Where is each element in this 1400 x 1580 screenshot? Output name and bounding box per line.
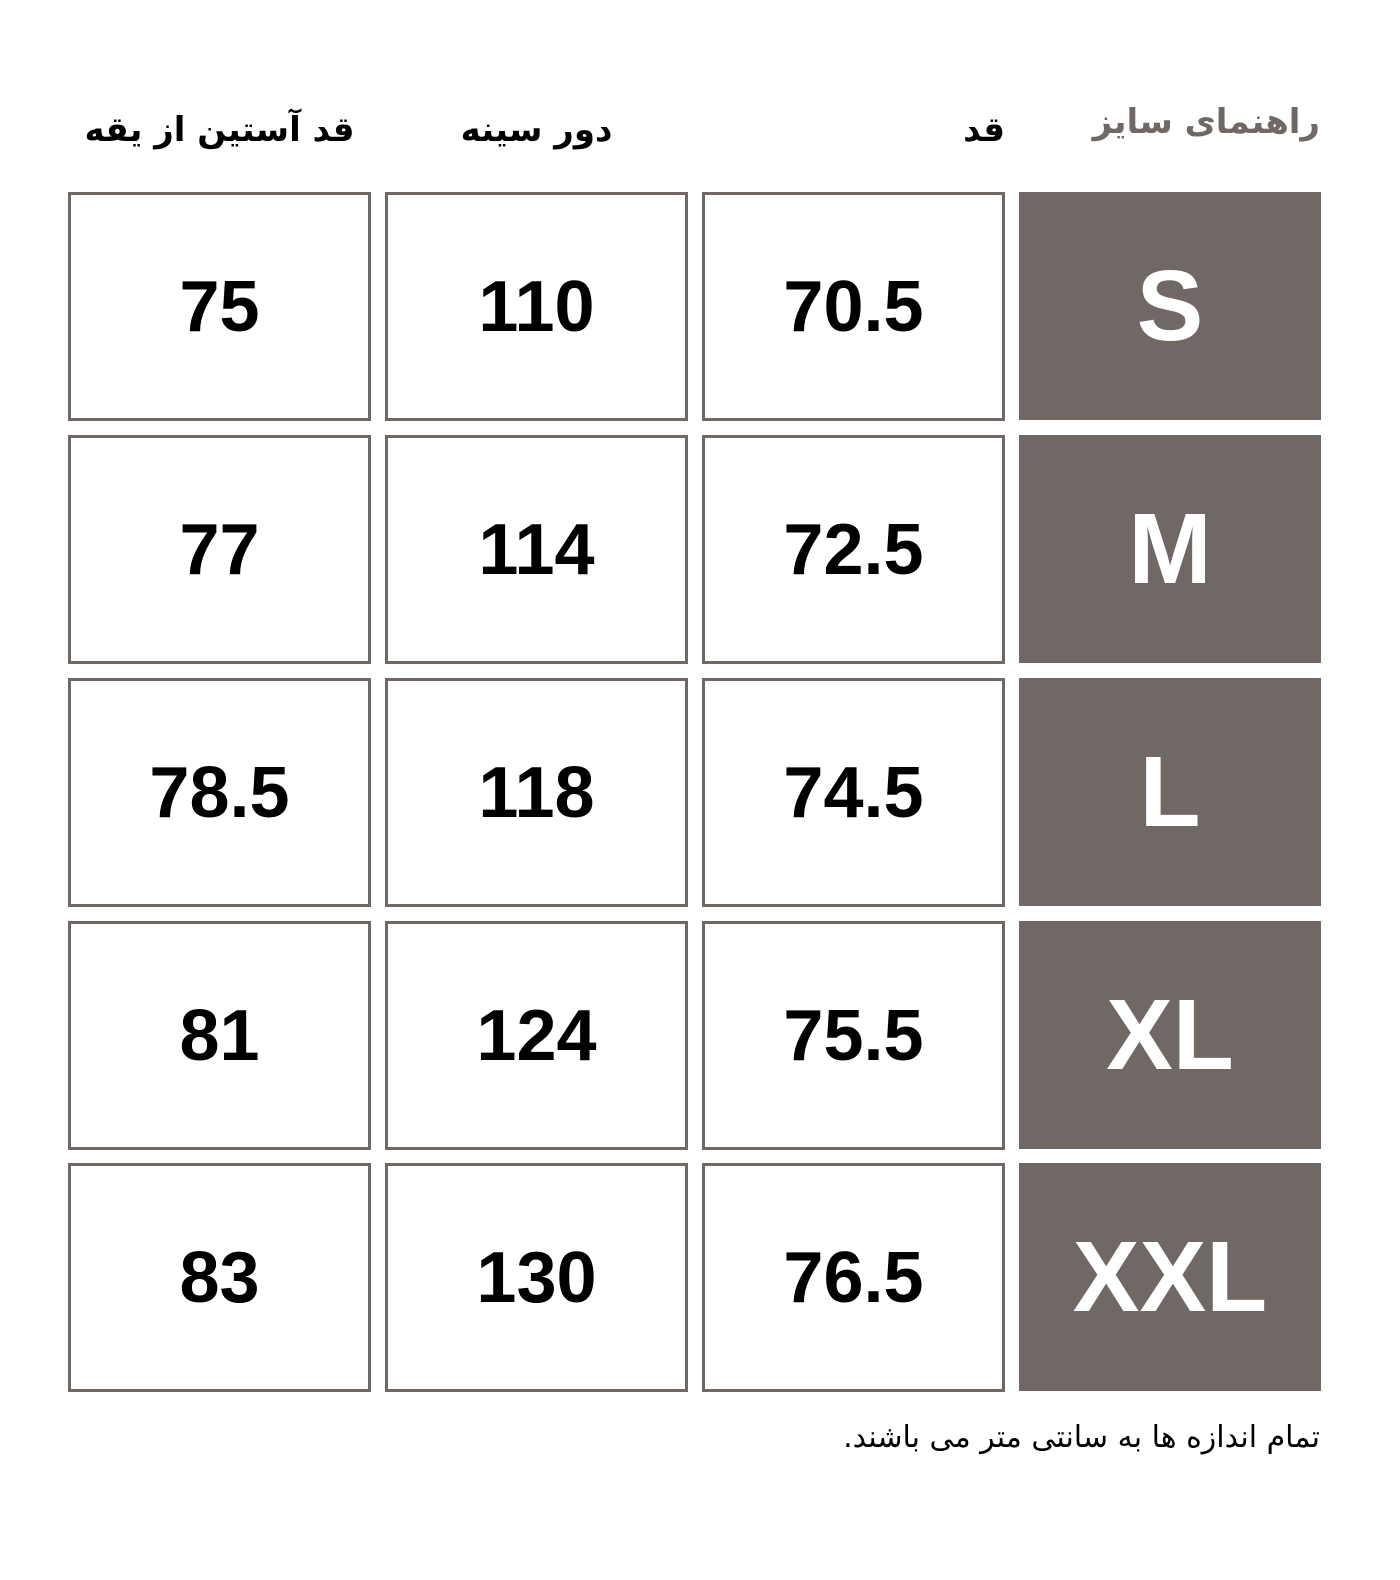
header-sleeve: قد آستین از یقه (84, 110, 355, 150)
cell-height: 74.5 (702, 678, 1005, 907)
footnote: تمام اندازه ها به سانتی متر می باشند. (843, 1420, 1320, 1455)
cell-chest: 130 (385, 1163, 688, 1392)
cell-sleeve: 83 (68, 1163, 371, 1392)
header-height: قد (963, 110, 1005, 150)
cell-size: XXL (1019, 1163, 1321, 1391)
cell-chest: 124 (385, 921, 688, 1150)
page-title: راهنمای سایز (1092, 102, 1320, 142)
cell-sleeve: 81 (68, 921, 371, 1150)
cell-sleeve: 78.5 (68, 678, 371, 907)
cell-chest: 110 (385, 192, 688, 421)
cell-sleeve: 75 (68, 192, 371, 421)
cell-height: 70.5 (702, 192, 1005, 421)
cell-size: L (1019, 678, 1321, 906)
header-chest: دور سینه (460, 110, 613, 150)
cell-size: M (1019, 435, 1321, 663)
cell-sleeve: 77 (68, 435, 371, 664)
cell-size: S (1019, 192, 1321, 420)
cell-chest: 114 (385, 435, 688, 664)
cell-size: XL (1019, 921, 1321, 1149)
cell-height: 76.5 (702, 1163, 1005, 1392)
cell-height: 75.5 (702, 921, 1005, 1150)
cell-chest: 118 (385, 678, 688, 907)
cell-height: 72.5 (702, 435, 1005, 664)
